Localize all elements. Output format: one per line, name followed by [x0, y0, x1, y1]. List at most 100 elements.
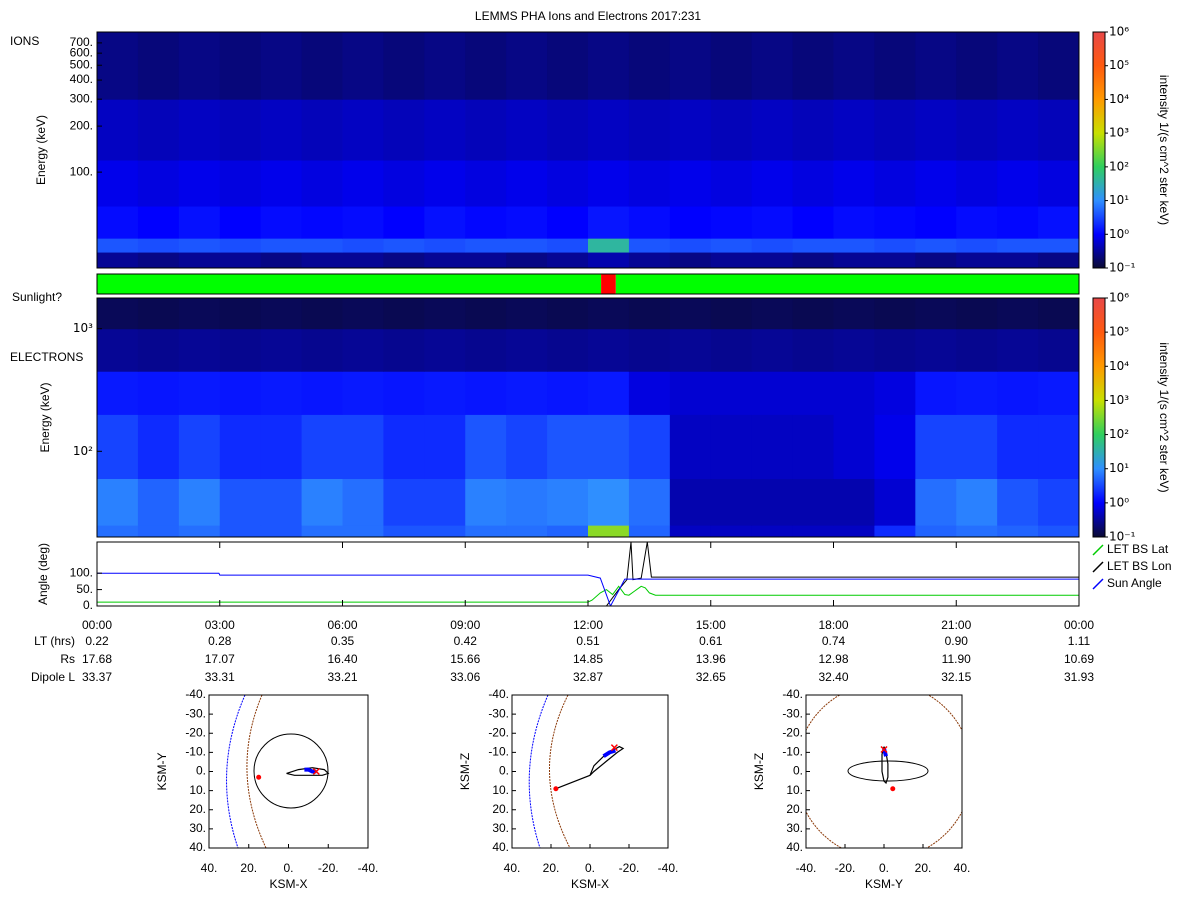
- heatmap-cell: [997, 32, 1039, 100]
- heatmap-cell: [751, 32, 794, 100]
- heatmap-cell: [1038, 206, 1080, 239]
- heatmap-cell: [260, 525, 303, 538]
- heatmap-cell: [260, 32, 303, 100]
- legend-swatch: [1092, 578, 1104, 590]
- y-tick-label: -40.: [782, 687, 803, 701]
- heatmap-cell: [751, 414, 794, 480]
- heatmap-cell: [547, 328, 589, 372]
- row-value: 33.31: [205, 670, 235, 684]
- plot-frame: [805, 694, 963, 849]
- heatmap-cell: [342, 414, 384, 480]
- heatmap-cell: [383, 238, 425, 253]
- colorbar-label: intensity 1/(s cm^2 ster keV): [1157, 342, 1171, 492]
- heatmap-cell: [97, 160, 139, 207]
- row-value: 33.06: [450, 670, 480, 684]
- boundaries: [226, 695, 329, 848]
- heatmap-cell: [710, 478, 753, 526]
- heatmap-cell: [751, 252, 794, 269]
- heatmap-cell: [710, 525, 753, 538]
- heatmap-cell: [874, 206, 916, 239]
- x-tick-label: 0.: [585, 861, 595, 875]
- heatmap-cell: [874, 160, 916, 207]
- heatmap-cell: [137, 160, 180, 207]
- x-tick-label: -40.: [358, 861, 379, 875]
- heatmap-cell: [669, 478, 712, 526]
- row-value: 33.37: [82, 670, 112, 684]
- heatmap-cell: [792, 371, 834, 415]
- heatmap-cell: [301, 525, 343, 538]
- heatmap-cell: [219, 238, 262, 253]
- row-value: 0.74: [822, 634, 846, 648]
- spectrogram: [97, 32, 1080, 269]
- heatmap-cell: [628, 32, 671, 100]
- heatmap-cell: [833, 32, 875, 100]
- y-tick-label: 20.: [492, 802, 509, 816]
- heatmap-cell: [301, 298, 343, 330]
- heatmap-cell: [710, 252, 753, 269]
- heatmap-cell: [628, 478, 671, 526]
- heatmap-cell: [669, 414, 712, 480]
- heatmap-cell: [97, 371, 139, 415]
- magnetopause: [549, 695, 571, 848]
- heatmap-cell: [506, 414, 548, 480]
- heatmap-cell: [506, 525, 548, 538]
- x-tick-label: 03:00: [205, 618, 235, 632]
- heatmap-cell: [1038, 238, 1080, 253]
- row-value: 0.35: [331, 634, 355, 648]
- heatmap-cell: [342, 206, 384, 239]
- colorbar-tick-label: 10⁶: [1109, 291, 1129, 305]
- series-line: [97, 585, 1079, 603]
- chart-title: LEMMS PHA Ions and Electrons 2017:231: [475, 9, 701, 23]
- heatmap-cell: [833, 525, 875, 538]
- y-tick-label: -20.: [185, 725, 206, 739]
- heatmap-cell: [506, 99, 548, 161]
- y-tick-label: -30.: [488, 706, 509, 720]
- heatmap-cell: [219, 206, 262, 239]
- heatmap-cell: [751, 478, 794, 526]
- legend-label: LET BS Lat: [1107, 542, 1169, 556]
- heatmap-cell: [383, 252, 425, 269]
- colorbar-tick-label: 10⁴: [1109, 92, 1129, 106]
- y-tick-label: 10.: [189, 783, 206, 797]
- heatmap-cell: [915, 478, 957, 526]
- heatmap-cell: [792, 252, 834, 269]
- heatmap-cell: [997, 525, 1039, 538]
- x-tick-label: 20.: [240, 861, 257, 875]
- start-position: [256, 774, 262, 780]
- heatmap-cell: [342, 298, 384, 330]
- legend-label: LET BS Lon: [1107, 559, 1172, 573]
- heatmap-cell: [710, 298, 753, 330]
- heatmap-cell: [547, 252, 589, 269]
- heatmap-cell: [751, 328, 794, 372]
- heatmap-cell: [97, 206, 139, 239]
- recent-trajectory: [304, 767, 317, 774]
- start-position: [553, 786, 559, 792]
- heatmap-cell: [588, 160, 630, 207]
- heatmap-cell: [547, 371, 589, 415]
- heatmap-cell: [424, 32, 466, 100]
- row-value: 0.28: [208, 634, 232, 648]
- heatmap-cell: [956, 32, 998, 100]
- row-label: LT (hrs): [34, 634, 75, 648]
- heatmap-cell: [137, 206, 180, 239]
- y-tick-label: 10.: [492, 783, 509, 797]
- heatmap-cell: [588, 371, 630, 415]
- heatmap-cell: [178, 298, 221, 330]
- heatmap-cell: [547, 32, 589, 100]
- heatmap-cell: [588, 206, 630, 239]
- heatmap-cell: [260, 206, 303, 239]
- heatmap-cell: [956, 414, 998, 480]
- plot-frame: [96, 541, 1080, 607]
- y-tick-label: 700.: [70, 35, 93, 49]
- heatmap-cell: [628, 160, 671, 207]
- heatmap-cell: [260, 238, 303, 253]
- recent-trajectory: [602, 748, 617, 758]
- heatmap-cell: [1038, 99, 1080, 161]
- y-tick-label: 0.: [83, 598, 93, 612]
- heatmap-cell: [178, 371, 221, 415]
- heatmap-cell: [97, 328, 139, 372]
- heatmap-cell: [874, 99, 916, 161]
- heatmap-cell: [588, 525, 630, 538]
- y-tick-label: 0.: [793, 764, 803, 778]
- heatmap-cell: [956, 371, 998, 415]
